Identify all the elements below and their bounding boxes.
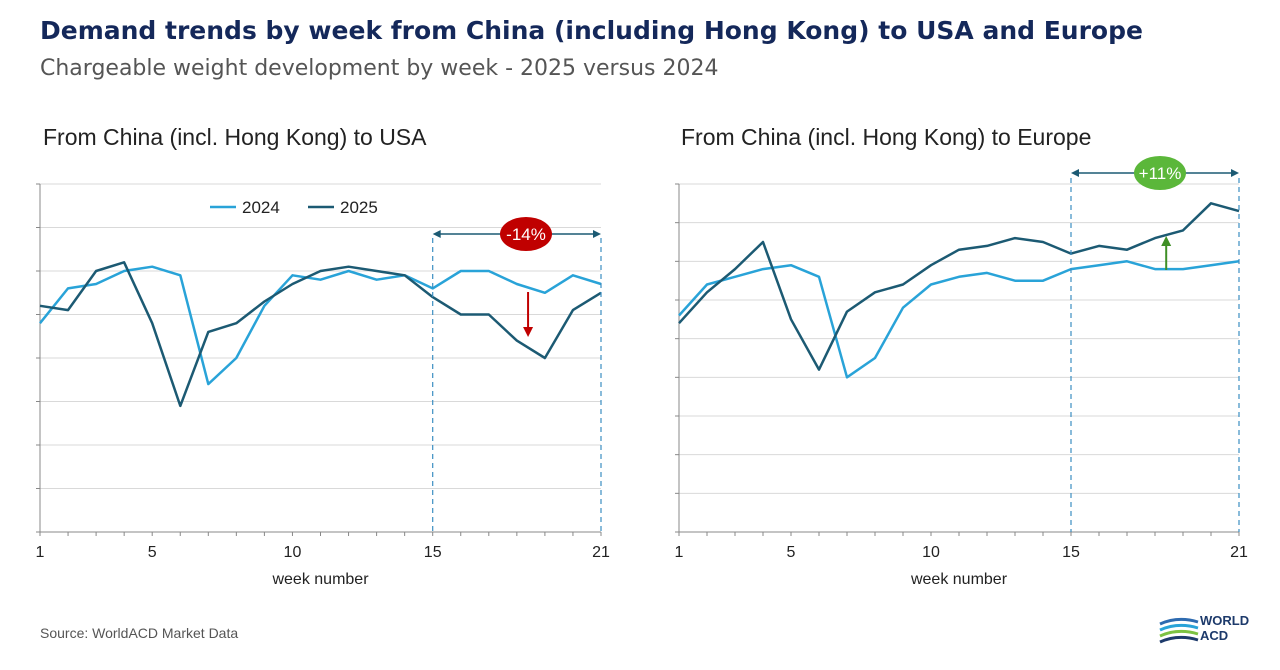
legend-label-2024: 2024 [242,198,280,217]
x-tick-label: 10 [284,544,302,561]
range-arrow-right-icon [593,230,601,238]
change-arrow-down-icon [523,327,534,337]
x-tick-label: 5 [148,544,157,561]
chart-usa-title: From China (incl. Hong Kong) to USA [43,124,427,150]
change-badge-label: +11% [1139,164,1182,183]
range-arrow-left-icon [432,230,441,238]
series-line-2024 [678,260,1240,379]
x-axis-label: week number [271,571,369,588]
logo-text-world: WORLD [1200,613,1249,628]
series-line-2024 [39,265,602,386]
x-tick-label: 1 [675,544,684,561]
x-tick-label: 21 [1230,544,1248,561]
range-arrow-left-icon [1071,169,1079,177]
range-arrow-right-icon [1231,169,1239,177]
x-tick-label: 15 [1062,544,1080,561]
legend-label-2025: 2025 [340,198,378,217]
logo-swoosh-icon [1159,617,1199,644]
x-tick-label: 15 [424,544,442,561]
x-tick-label: 21 [592,544,610,561]
change-arrow-up-icon [1161,236,1172,246]
worldacd-logo: WORLD ACD [1159,613,1249,644]
change-badge [500,217,552,251]
x-tick-label: 10 [922,544,940,561]
page-title: Demand trends by week from China (includ… [40,16,1143,45]
logo-text-acd: ACD [1200,628,1228,643]
source-note: Source: WorldACD Market Data [40,625,239,641]
series-line-2025 [678,202,1240,371]
series-line-2025 [39,261,602,408]
change-badge-label: -14% [506,225,546,244]
page-subtitle: Chargeable weight development by week - … [40,56,719,81]
change-badge [1134,156,1186,190]
chart-europe-title: From China (incl. Hong Kong) to Europe [681,124,1092,150]
x-axis-label: week number [910,571,1008,588]
x-tick-label: 5 [787,544,796,561]
x-tick-label: 1 [36,544,45,561]
